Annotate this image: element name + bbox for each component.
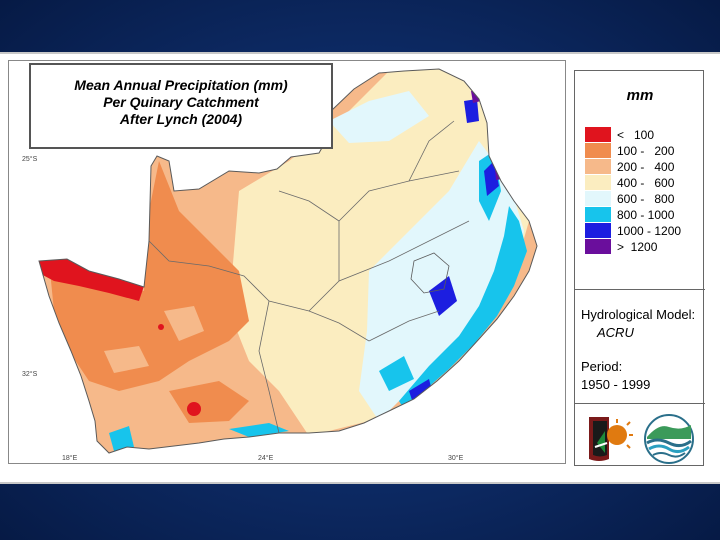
- legend-label-3: 200 - 400: [617, 160, 675, 174]
- legend-row-1: < 100: [585, 127, 705, 142]
- university-logo-icon: [589, 417, 633, 461]
- latitude-label-bottom: 32°S: [22, 371, 38, 378]
- legend-row-2: 100 - 200: [585, 143, 705, 158]
- legend-row-3: 200 - 400: [585, 159, 705, 174]
- precipitation-map: [38, 68, 538, 454]
- map-title-box: Mean Annual Precipitation (mm) Per Quina…: [29, 63, 333, 149]
- legend-swatch-4: [585, 175, 611, 190]
- water-commission-logo-icon: [644, 414, 694, 464]
- legend-label-2: 100 - 200: [617, 144, 675, 158]
- legend-label-5: 600 - 800: [617, 192, 675, 206]
- title-line-1: Mean Annual Precipitation (mm): [74, 77, 288, 93]
- legend-swatch-3: [585, 159, 611, 174]
- model-label: Hydrological Model:: [581, 307, 696, 322]
- legend-row-7: 1000 - 1200: [585, 223, 705, 238]
- legend-divider: [575, 289, 705, 290]
- longitude-label-middle: 24°E: [258, 455, 274, 462]
- legend-row-6: 800 - 1000: [585, 207, 705, 222]
- legend-label-7: 1000 - 1200: [617, 224, 682, 238]
- latitude-label-top: 25°S: [22, 156, 38, 163]
- longitude-label-right: 30°E: [448, 455, 464, 462]
- legend-swatch-5: [585, 191, 611, 206]
- model-value: ACRU: [597, 325, 634, 340]
- map-panel: [8, 60, 566, 464]
- longitude-label-left: 18°E: [62, 455, 78, 462]
- legend-label-8: > 1200: [617, 240, 658, 254]
- legend-swatch-6: [585, 207, 611, 222]
- legend-swatch-7: [585, 223, 611, 238]
- period-label: Period:: [581, 359, 623, 374]
- legend-row-8: > 1200: [585, 239, 705, 254]
- legend-label-4: 400 - 600: [617, 176, 675, 190]
- legend-swatch-8: [585, 239, 611, 254]
- legend-label-1: < 100: [617, 128, 655, 142]
- legend-unit: mm: [626, 87, 654, 104]
- legend-swatch-1: [585, 127, 611, 142]
- title-line-2: Per Quinary Catchment: [103, 94, 259, 110]
- legend-divider-lower: [575, 403, 705, 404]
- legend-swatch-2: [585, 143, 611, 158]
- legend-panel: mm < 100 100 - 200 200 - 400 400 - 600 6…: [574, 70, 705, 466]
- period-value: 1950 - 1999: [581, 377, 651, 392]
- legend-label-6: 800 - 1000: [617, 208, 675, 222]
- legend-row-4: 400 - 600: [585, 175, 705, 190]
- legend-row-5: 600 - 800: [585, 191, 705, 206]
- title-line-3: After Lynch (2004): [119, 111, 243, 127]
